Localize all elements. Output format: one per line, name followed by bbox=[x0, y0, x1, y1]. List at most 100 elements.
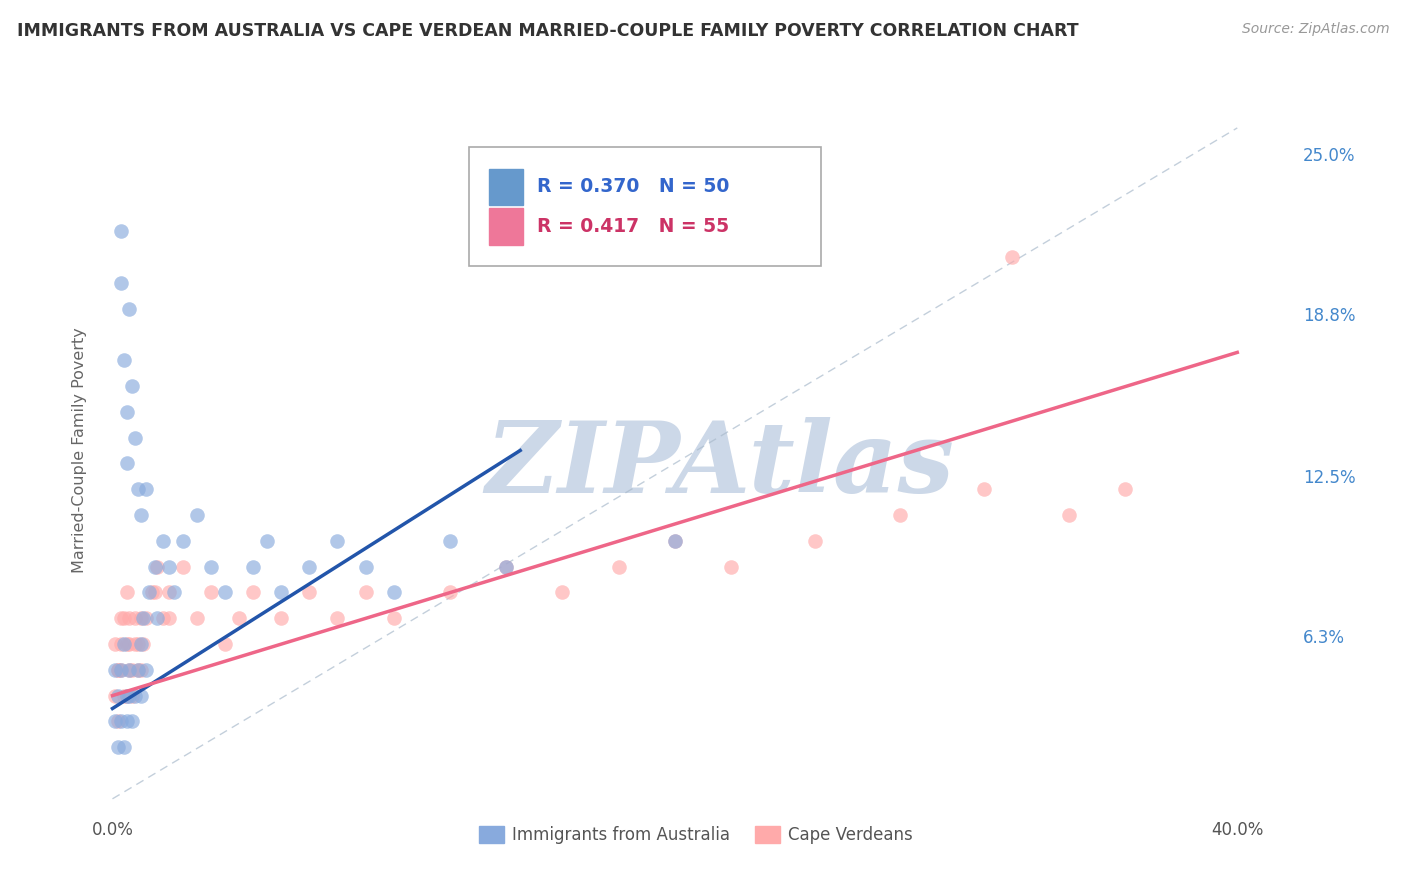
Point bbox=[104, 637, 127, 651]
Point bbox=[135, 482, 157, 496]
Point bbox=[124, 637, 146, 651]
Point bbox=[118, 689, 141, 703]
Point bbox=[121, 714, 143, 729]
Point bbox=[214, 637, 236, 651]
Point bbox=[110, 637, 132, 651]
Point bbox=[1001, 250, 1024, 264]
Point bbox=[118, 663, 141, 677]
Point bbox=[107, 689, 129, 703]
Text: Source: ZipAtlas.com: Source: ZipAtlas.com bbox=[1241, 22, 1389, 37]
Point bbox=[163, 585, 186, 599]
Point bbox=[107, 663, 129, 677]
Text: IMMIGRANTS FROM AUSTRALIA VS CAPE VERDEAN MARRIED-COUPLE FAMILY POVERTY CORRELAT: IMMIGRANTS FROM AUSTRALIA VS CAPE VERDEA… bbox=[17, 22, 1078, 40]
Point bbox=[152, 533, 174, 548]
Point bbox=[720, 559, 742, 574]
Text: ZIPAtlas: ZIPAtlas bbox=[485, 417, 955, 513]
Point bbox=[382, 611, 405, 625]
Point bbox=[129, 508, 152, 522]
Point bbox=[127, 637, 149, 651]
FancyBboxPatch shape bbox=[489, 169, 523, 205]
Point bbox=[146, 559, 169, 574]
FancyBboxPatch shape bbox=[489, 209, 523, 244]
Point bbox=[200, 559, 222, 574]
Point bbox=[186, 611, 208, 625]
Point bbox=[607, 559, 630, 574]
Point bbox=[152, 611, 174, 625]
Point bbox=[172, 533, 194, 548]
Point bbox=[146, 611, 169, 625]
Point bbox=[135, 611, 157, 625]
Point bbox=[110, 224, 132, 238]
Point bbox=[439, 533, 461, 548]
Point bbox=[110, 663, 132, 677]
Point bbox=[129, 689, 152, 703]
Legend: Immigrants from Australia, Cape Verdeans: Immigrants from Australia, Cape Verdeans bbox=[472, 819, 920, 850]
Point bbox=[104, 663, 127, 677]
Text: R = 0.417   N = 55: R = 0.417 N = 55 bbox=[537, 217, 730, 236]
Point bbox=[110, 611, 132, 625]
Point bbox=[214, 585, 236, 599]
Point bbox=[121, 663, 143, 677]
Point bbox=[551, 585, 574, 599]
Point bbox=[124, 689, 146, 703]
Point bbox=[228, 611, 250, 625]
FancyBboxPatch shape bbox=[470, 147, 821, 266]
Point bbox=[107, 714, 129, 729]
Point bbox=[112, 611, 135, 625]
Point bbox=[118, 611, 141, 625]
Point bbox=[115, 585, 138, 599]
Point bbox=[115, 689, 138, 703]
Point bbox=[104, 689, 127, 703]
Point bbox=[132, 637, 155, 651]
Point bbox=[1057, 508, 1080, 522]
Point bbox=[157, 611, 180, 625]
Point bbox=[326, 533, 349, 548]
Point bbox=[112, 740, 135, 755]
Point bbox=[172, 559, 194, 574]
Point bbox=[110, 663, 132, 677]
Point bbox=[495, 559, 517, 574]
Point bbox=[118, 663, 141, 677]
Point bbox=[242, 559, 264, 574]
Point bbox=[118, 637, 141, 651]
Point bbox=[143, 585, 166, 599]
Point bbox=[115, 456, 138, 470]
Point bbox=[143, 559, 166, 574]
Point bbox=[200, 585, 222, 599]
Point bbox=[112, 637, 135, 651]
Point bbox=[124, 431, 146, 445]
Point bbox=[132, 611, 155, 625]
Point bbox=[129, 611, 152, 625]
Point bbox=[135, 663, 157, 677]
Point bbox=[127, 482, 149, 496]
Point bbox=[112, 353, 135, 368]
Point bbox=[115, 689, 138, 703]
Point bbox=[354, 585, 377, 599]
Point bbox=[124, 611, 146, 625]
Point bbox=[138, 585, 160, 599]
Point bbox=[298, 559, 321, 574]
Point bbox=[112, 689, 135, 703]
Point bbox=[127, 663, 149, 677]
Point bbox=[104, 714, 127, 729]
Point bbox=[110, 714, 132, 729]
Point bbox=[973, 482, 995, 496]
Point bbox=[804, 533, 827, 548]
Y-axis label: Married-Couple Family Poverty: Married-Couple Family Poverty bbox=[72, 327, 87, 574]
Text: R = 0.370   N = 50: R = 0.370 N = 50 bbox=[537, 178, 730, 196]
Point bbox=[354, 559, 377, 574]
Point bbox=[382, 585, 405, 599]
Point bbox=[121, 379, 143, 393]
Point bbox=[664, 533, 686, 548]
Point bbox=[121, 689, 143, 703]
Point bbox=[439, 585, 461, 599]
Point bbox=[141, 585, 163, 599]
Point bbox=[129, 663, 152, 677]
Point bbox=[495, 559, 517, 574]
Point bbox=[157, 559, 180, 574]
Point bbox=[270, 585, 292, 599]
Point bbox=[110, 276, 132, 290]
Point bbox=[118, 301, 141, 316]
Point bbox=[242, 585, 264, 599]
Point bbox=[115, 405, 138, 419]
